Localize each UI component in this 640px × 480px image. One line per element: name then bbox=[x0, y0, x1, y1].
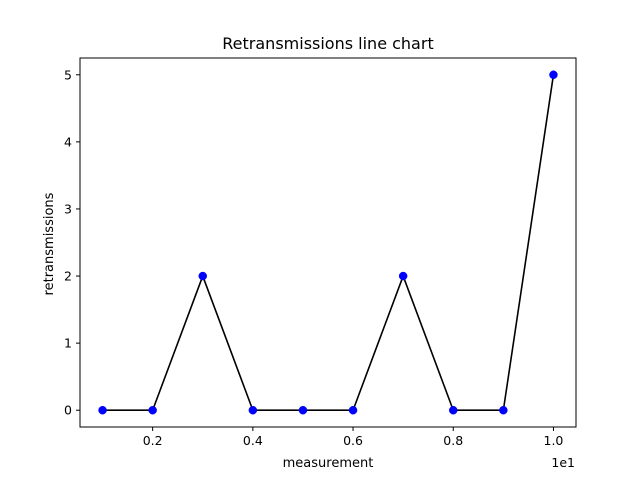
axes-frame bbox=[79, 57, 577, 428]
y-tick-label: 2 bbox=[64, 269, 72, 284]
data-point bbox=[198, 271, 207, 281]
x-tick-label: 0.8 bbox=[443, 433, 463, 448]
x-tick-label: 0.4 bbox=[243, 433, 263, 448]
x-tick-label: 1.0 bbox=[544, 433, 564, 448]
plot-area: 0.2 0.4 0.6 0.8 1.0 0 1 2 3 4 5 bbox=[64, 57, 577, 448]
data-point bbox=[398, 271, 408, 281]
data-point bbox=[549, 70, 558, 80]
data-point bbox=[298, 405, 308, 415]
x-axis-label: measurement bbox=[283, 456, 374, 471]
chart-title: Retransmissions line chart bbox=[222, 34, 433, 53]
x-axis-offset-text: 1e1 bbox=[551, 455, 575, 470]
series-line bbox=[102, 74, 555, 412]
data-point bbox=[148, 405, 157, 415]
y-tick-label: 4 bbox=[64, 134, 72, 149]
data-point bbox=[98, 405, 107, 415]
data-point bbox=[348, 405, 358, 415]
y-tick-label: 5 bbox=[64, 67, 72, 82]
y-tick-label: 0 bbox=[64, 403, 72, 418]
x-tick-label: 0.2 bbox=[143, 433, 163, 448]
y-axis-label: retransmissions bbox=[42, 192, 57, 295]
data-point bbox=[449, 405, 458, 415]
data-point bbox=[499, 405, 508, 415]
data-point bbox=[248, 405, 258, 415]
x-tick-label: 0.6 bbox=[343, 433, 363, 448]
y-tick-label: 1 bbox=[64, 336, 72, 351]
y-tick-label: 3 bbox=[64, 201, 72, 216]
